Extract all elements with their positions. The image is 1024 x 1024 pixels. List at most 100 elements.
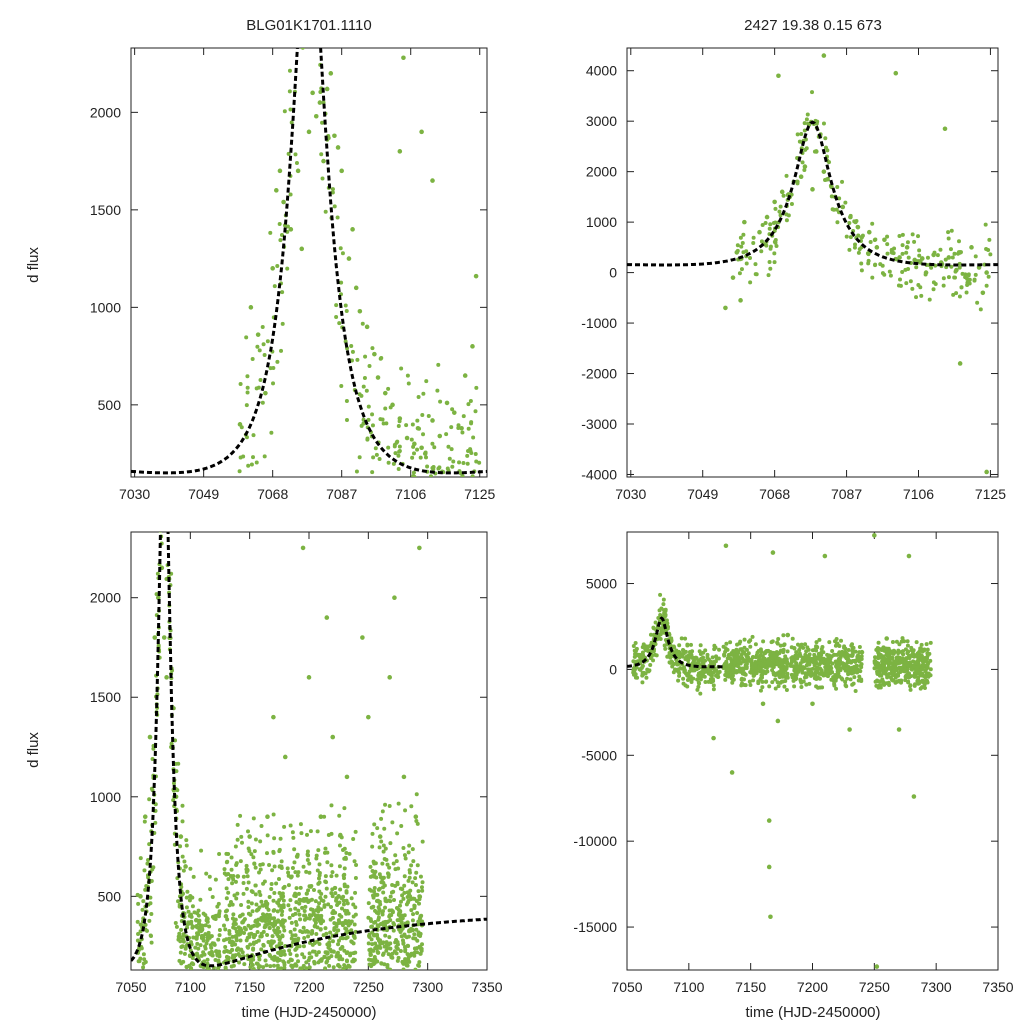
data-point: [776, 637, 781, 642]
data-point: [794, 661, 799, 666]
data-point: [377, 845, 382, 850]
data-point: [384, 948, 389, 953]
data-point: [337, 957, 342, 962]
data-point: [392, 922, 397, 927]
y-tick-label: 2000: [90, 104, 121, 120]
data-point: [920, 666, 925, 671]
data-point: [462, 373, 468, 378]
data-point: [346, 256, 352, 261]
data-point: [459, 425, 464, 431]
data-point: [845, 668, 850, 673]
data-point: [413, 967, 418, 970]
data-point: [271, 812, 276, 817]
data-point: [319, 916, 324, 921]
data-point: [769, 640, 774, 645]
data-point: [773, 240, 778, 245]
data-point: [402, 853, 407, 858]
data-point: [668, 660, 673, 665]
data-point: [147, 734, 153, 740]
data-point: [230, 939, 235, 944]
data-point: [335, 145, 341, 150]
y-tick-label: 5000: [586, 576, 617, 592]
data-point: [324, 950, 329, 955]
data-point: [898, 679, 903, 684]
data-point: [140, 907, 145, 912]
data-point: [249, 462, 254, 467]
data-point: [361, 421, 366, 426]
data-point: [914, 295, 919, 300]
data-point: [339, 935, 344, 940]
data-point: [299, 246, 305, 252]
data-point: [375, 959, 380, 964]
data-point: [403, 808, 408, 813]
data-point: [302, 908, 307, 913]
data-point: [303, 904, 308, 909]
data-point: [217, 928, 222, 933]
data-point: [338, 246, 343, 251]
data-point: [414, 946, 419, 951]
data-point: [344, 951, 349, 956]
data-point: [807, 681, 812, 686]
data-point: [308, 907, 313, 912]
data-point: [763, 679, 768, 684]
data-point: [866, 229, 872, 235]
data-point: [877, 666, 882, 671]
data-point: [207, 874, 212, 879]
data-point: [407, 875, 412, 880]
data-point: [905, 643, 910, 648]
data-point: [941, 276, 946, 281]
data-point: [754, 653, 759, 658]
data-point: [135, 938, 140, 943]
data-point: [474, 385, 479, 390]
data-point: [241, 881, 246, 886]
data-point: [778, 670, 783, 675]
data-point: [317, 862, 322, 867]
data-point: [986, 247, 991, 252]
data-point: [345, 935, 350, 940]
data-point: [751, 655, 756, 660]
data-point: [848, 677, 853, 682]
data-point: [847, 727, 852, 732]
data-point: [431, 464, 436, 469]
data-point: [884, 636, 889, 641]
data-point: [916, 234, 921, 239]
data-point: [702, 667, 707, 672]
data-point: [904, 656, 909, 661]
data-point: [150, 757, 155, 762]
data-point: [760, 685, 765, 690]
data-point: [259, 933, 264, 939]
data-point: [889, 250, 895, 255]
data-point: [450, 464, 455, 469]
data-point: [400, 893, 405, 898]
data-point: [437, 433, 443, 439]
data-point: [204, 941, 209, 946]
data-point: [340, 945, 345, 950]
data-point: [899, 666, 904, 671]
data-point: [165, 508, 169, 512]
data-point: [151, 865, 156, 870]
data-point: [873, 655, 878, 660]
plot-frame: [626, 531, 999, 971]
data-point: [742, 637, 747, 642]
data-point: [931, 252, 936, 258]
data-point: [928, 640, 933, 645]
data-point: [285, 224, 290, 229]
data-point: [887, 652, 892, 657]
data-point: [323, 966, 328, 970]
data-point: [332, 204, 337, 209]
data-point: [353, 285, 359, 291]
data-point: [371, 859, 376, 864]
data-point: [306, 934, 311, 939]
data-point: [395, 918, 400, 923]
data-point: [313, 920, 318, 925]
data-point: [329, 874, 334, 879]
data-point: [381, 843, 386, 848]
data-point: [681, 676, 686, 681]
data-point: [744, 261, 749, 266]
data-point: [306, 129, 312, 135]
data-point: [729, 770, 735, 775]
data-point: [722, 652, 727, 657]
data-point: [191, 935, 196, 940]
data-point: [229, 855, 234, 860]
data-point: [290, 913, 295, 918]
